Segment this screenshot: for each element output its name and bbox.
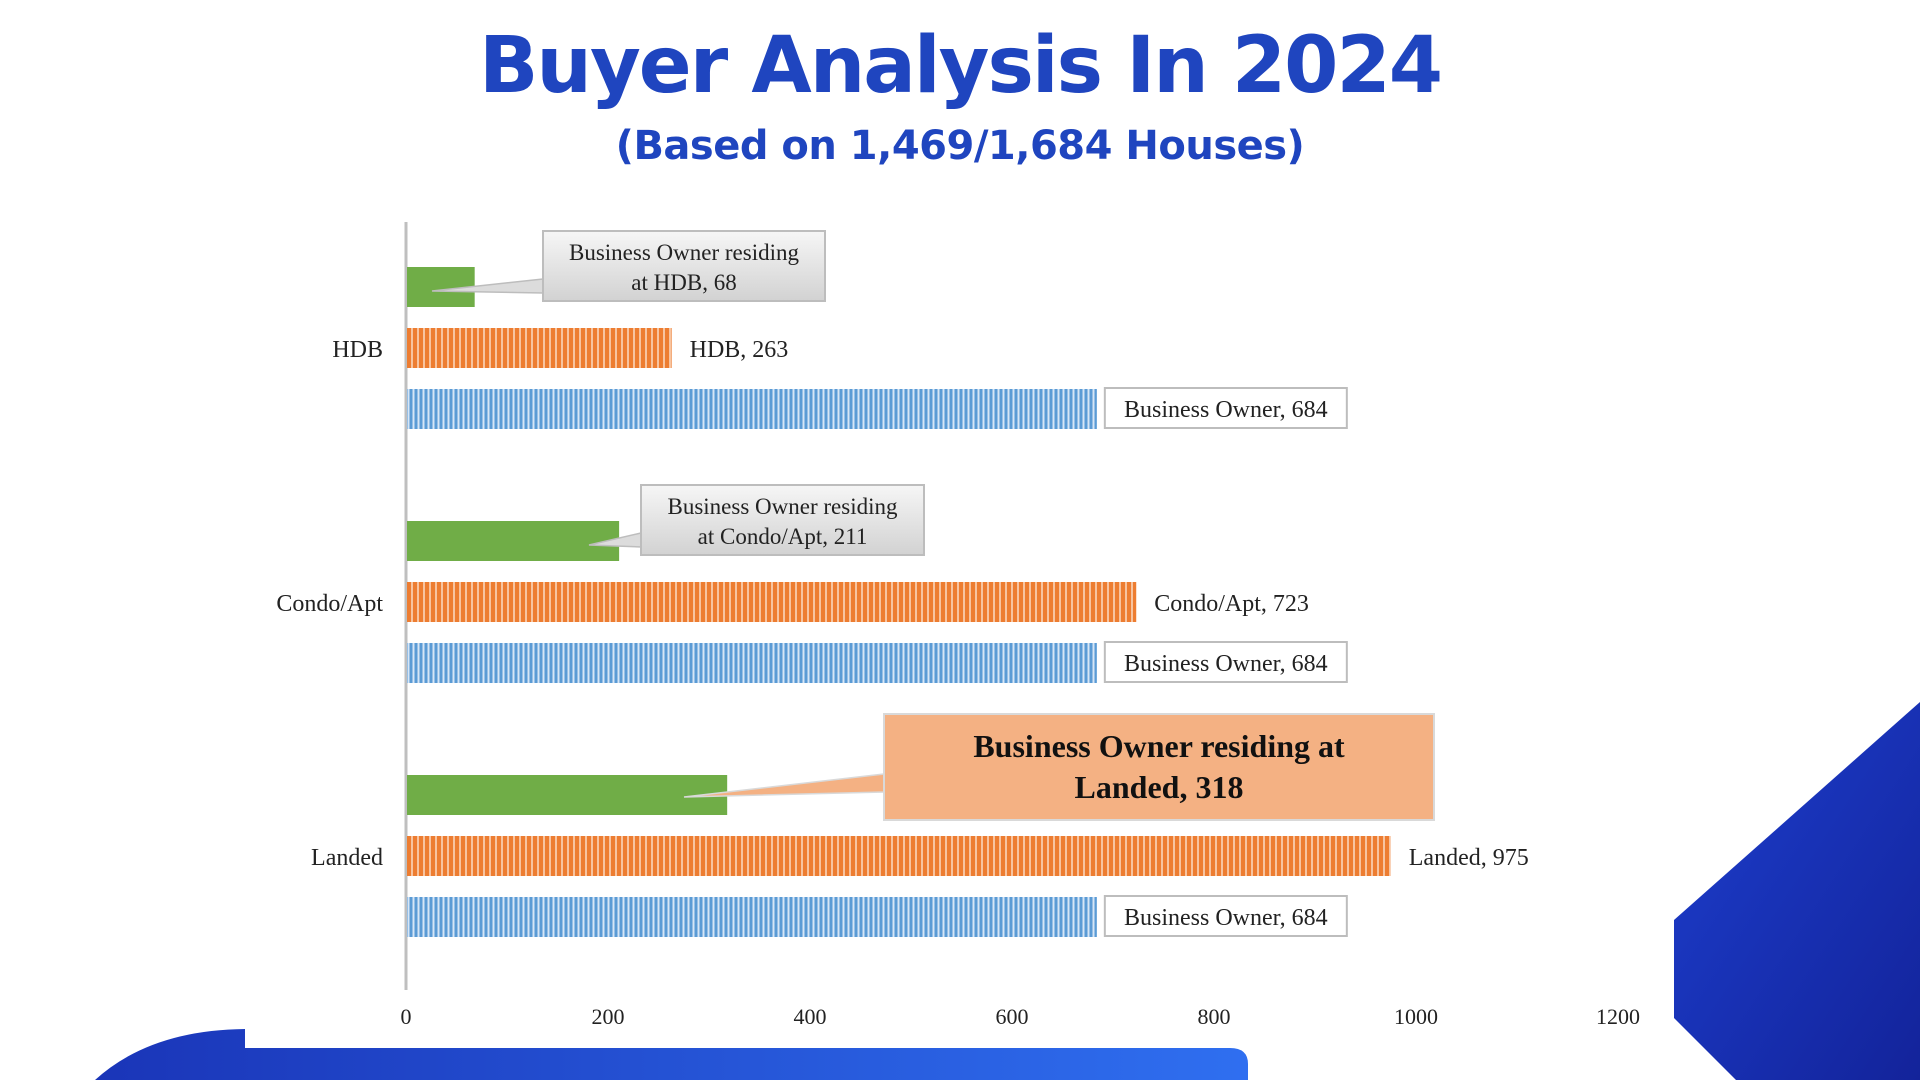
bar-business_owner — [407, 897, 1097, 937]
label-box — [1103, 387, 1348, 429]
page-title: Buyer Analysis In 2024 — [478, 21, 1443, 111]
bar-residing — [407, 521, 620, 561]
bar-business_owner — [407, 643, 1097, 683]
category-label: Condo/Apt — [276, 591, 383, 617]
bottom-right-corner-shape — [1674, 702, 1920, 1080]
callout-box-highlight — [883, 713, 1435, 821]
label-box — [1103, 895, 1348, 937]
callout-text-highlight: Landed, 318 — [1075, 769, 1244, 805]
callout-box — [640, 484, 925, 556]
data-label-property: HDB, 263 — [690, 337, 789, 363]
callout-box — [542, 230, 826, 302]
category-label: HDB — [332, 337, 383, 363]
x-tick-label: 600 — [996, 1004, 1029, 1029]
x-tick-label: 1200 — [1596, 1004, 1640, 1029]
bar-residing — [407, 775, 728, 815]
x-tick-label: 200 — [592, 1004, 625, 1029]
category-label: Landed — [311, 845, 383, 871]
bar-business_owner — [407, 389, 1097, 429]
callout-text: Business Owner residing — [569, 240, 799, 265]
callout-text: at HDB, 68 — [631, 270, 736, 295]
data-label-property: Condo/Apt, 723 — [1154, 591, 1309, 617]
callout-text: at Condo/Apt, 211 — [698, 524, 868, 549]
data-label-business-owner: Business Owner, 684 — [1124, 905, 1328, 931]
callout-text: Business Owner residing — [668, 494, 898, 519]
data-label-business-owner: Business Owner, 684 — [1124, 651, 1328, 677]
callout-text-highlight: Business Owner residing at — [973, 728, 1345, 764]
x-tick-label: 800 — [1198, 1004, 1231, 1029]
x-tick-label: 1000 — [1394, 1004, 1438, 1029]
page-subtitle: (Based on 1,469/1,684 Houses) — [615, 123, 1305, 169]
bar-property — [407, 328, 672, 368]
data-label-business-owner: Business Owner, 684 — [1124, 397, 1328, 423]
x-tick-label: 0 — [401, 1004, 412, 1029]
x-tick-label: 400 — [794, 1004, 827, 1029]
bottom-left-swoosh — [95, 1029, 1248, 1080]
bar-property — [407, 582, 1137, 622]
label-box — [1103, 641, 1348, 683]
bar-property — [407, 836, 1391, 876]
data-label-property: Landed, 975 — [1409, 845, 1529, 871]
